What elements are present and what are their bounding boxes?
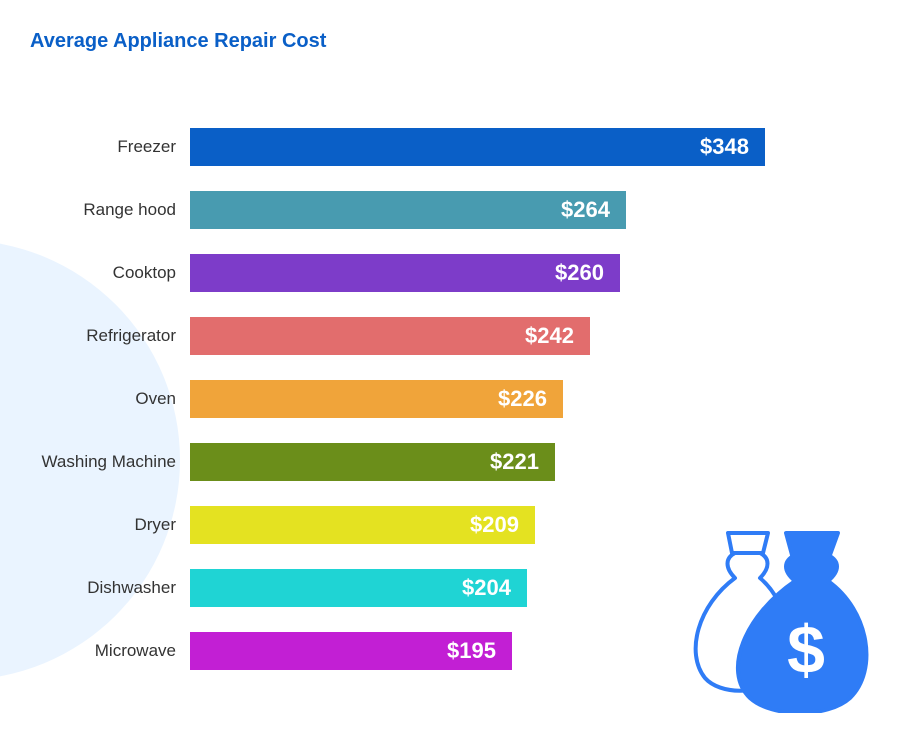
bar-row: Cooktop $260 [0,241,800,304]
bar-track: $260 [190,254,800,292]
bar-label: Cooktop [0,263,190,283]
bar: $209 [190,506,535,544]
bar-row: Freezer $348 [0,115,800,178]
bar-value: $264 [561,197,610,223]
bar-label: Dishwasher [0,578,190,598]
bar-label: Freezer [0,137,190,157]
bar-value: $348 [700,134,749,160]
svg-text:$: $ [787,612,825,688]
bar: $348 [190,128,765,166]
bar: $264 [190,191,626,229]
bar-value: $204 [462,575,511,601]
bar-label: Oven [0,389,190,409]
bar-label: Refrigerator [0,326,190,346]
bar-row: Washing Machine $221 [0,430,800,493]
bar-track: $348 [190,128,800,166]
bar-track: $226 [190,380,800,418]
bar: $242 [190,317,590,355]
bar-value: $221 [490,449,539,475]
bar-track: $221 [190,443,800,481]
bar: $226 [190,380,563,418]
bar: $195 [190,632,512,670]
money-bags-icon: $ [680,513,880,713]
bar-value: $242 [525,323,574,349]
bar-row: Range hood $264 [0,178,800,241]
bar-label: Microwave [0,641,190,661]
bar-value: $209 [470,512,519,538]
bar-track: $242 [190,317,800,355]
bar-label: Range hood [0,200,190,220]
bar-track: $264 [190,191,800,229]
bar: $221 [190,443,555,481]
chart-title: Average Appliance Repair Cost [30,30,326,53]
bar-row: Oven $226 [0,367,800,430]
bar-row: Refrigerator $242 [0,304,800,367]
bar-label: Washing Machine [0,452,190,472]
bar-value: $260 [555,260,604,286]
bar: $260 [190,254,620,292]
bar-label: Dryer [0,515,190,535]
bar: $204 [190,569,527,607]
bar-value: $226 [498,386,547,412]
bar-value: $195 [447,638,496,664]
